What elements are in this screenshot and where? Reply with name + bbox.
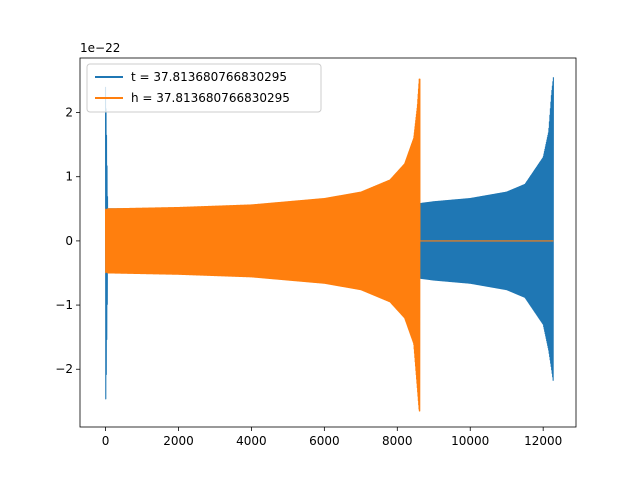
x-tick-label: 8000 <box>382 434 413 448</box>
y-tick-label: 1 <box>65 170 73 184</box>
y-offset-label: 1e−22 <box>80 41 120 55</box>
legend: t = 37.813680766830295 h = 37.81368076683… <box>86 63 322 113</box>
legend-label-1: h = 37.813680766830295 <box>131 91 290 105</box>
series-layer <box>104 77 554 412</box>
x-tick-label: 2000 <box>163 434 194 448</box>
series-line-1 <box>104 78 554 412</box>
legend-box <box>86 63 322 113</box>
y-tick-label: 0 <box>65 234 73 248</box>
x-tick-label: 6000 <box>309 434 340 448</box>
y-tick-label: −1 <box>55 298 73 312</box>
x-axis: 0 2000 4000 6000 8000 10000 12000 <box>102 427 562 448</box>
x-tick-label: 4000 <box>236 434 267 448</box>
x-tick-label: 10000 <box>451 434 489 448</box>
y-axis: 2 1 0 −1 −2 <box>55 106 80 376</box>
x-tick-label: 12000 <box>524 434 562 448</box>
y-tick-label: 2 <box>65 106 73 120</box>
y-tick-label: −2 <box>55 362 73 376</box>
plot-frame <box>79 57 577 428</box>
legend-label-0: t = 37.813680766830295 <box>131 70 287 84</box>
x-tick-label: 0 <box>102 434 110 448</box>
